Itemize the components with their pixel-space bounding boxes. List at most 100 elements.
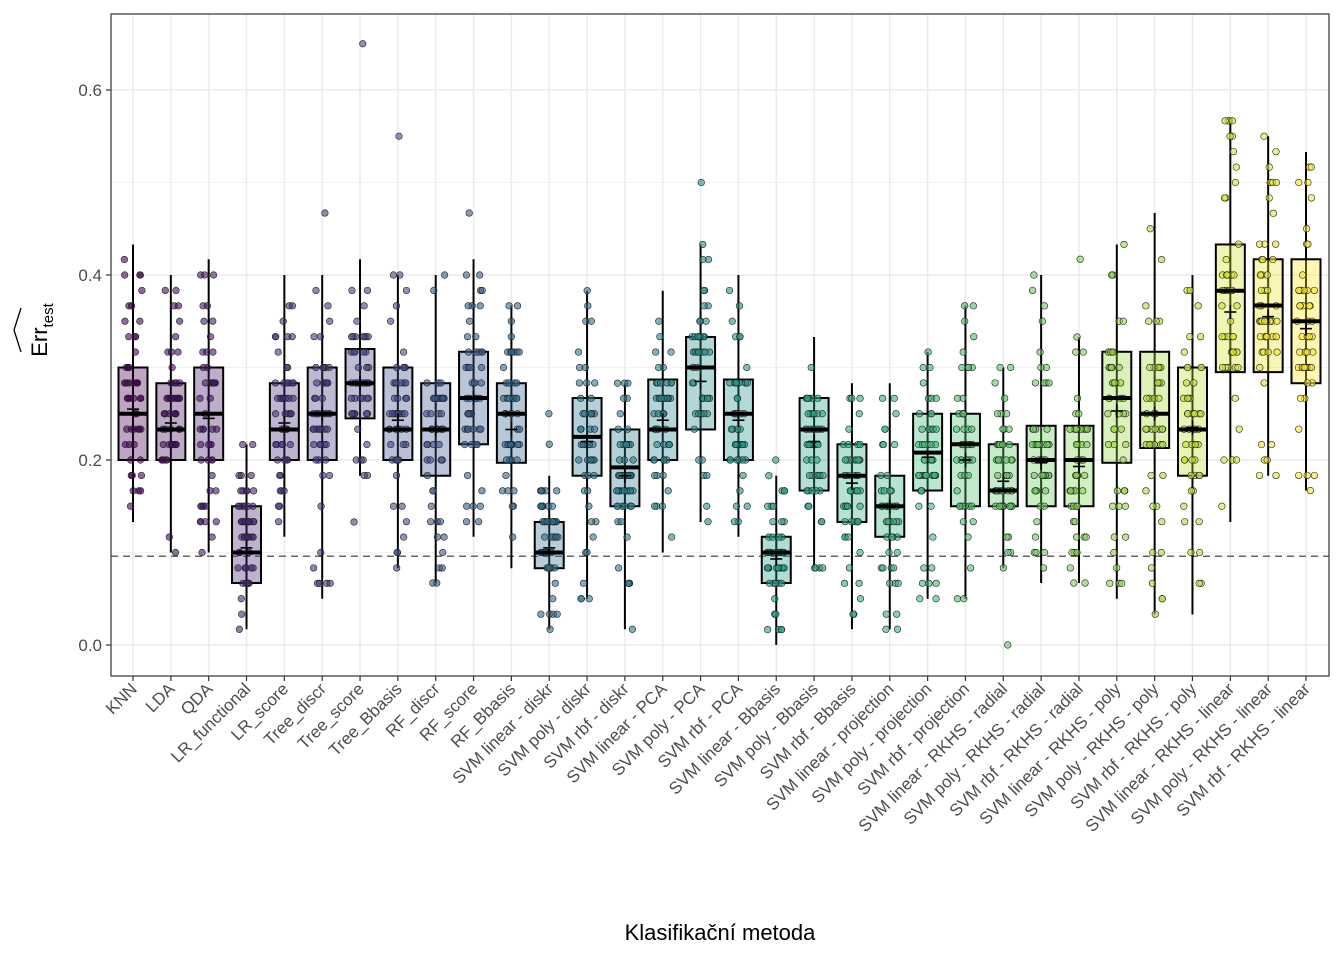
data-point <box>765 472 773 480</box>
data-point <box>1158 595 1166 603</box>
data-point <box>509 533 517 541</box>
data-point <box>126 502 135 510</box>
data-point <box>1310 471 1319 480</box>
data-point <box>354 363 363 372</box>
data-point <box>699 240 707 249</box>
data-point <box>393 564 401 572</box>
data-point <box>771 579 780 587</box>
data-point <box>613 502 621 510</box>
data-point <box>469 425 477 433</box>
data-point <box>1032 548 1040 557</box>
data-point <box>168 394 176 402</box>
data-point <box>271 410 280 418</box>
data-point <box>235 471 243 480</box>
data-point <box>464 410 472 418</box>
data-point <box>964 471 972 480</box>
data-point <box>477 379 485 387</box>
data-point <box>1007 363 1015 372</box>
data-point <box>664 487 672 495</box>
data-point <box>1256 271 1264 279</box>
data-point <box>1109 348 1117 356</box>
data-point <box>439 394 447 402</box>
data-point <box>844 440 853 449</box>
data-point <box>952 425 961 433</box>
data-point <box>1188 456 1196 464</box>
data-point <box>1264 348 1272 356</box>
data-point <box>402 518 411 526</box>
data-point <box>995 502 1004 510</box>
data-point <box>1115 363 1123 372</box>
data-point <box>1195 579 1203 587</box>
data-point <box>273 456 282 464</box>
data-point <box>928 564 936 572</box>
data-point <box>235 625 243 633</box>
data-point <box>818 518 826 526</box>
data-point <box>1220 194 1229 202</box>
data-point <box>1295 471 1303 480</box>
data-point <box>137 394 145 402</box>
data-point <box>1104 410 1112 418</box>
data-point <box>241 564 250 572</box>
data-point <box>168 363 176 372</box>
data-point <box>1083 425 1092 433</box>
data-point <box>615 456 624 464</box>
data-point <box>994 471 1002 480</box>
data-point <box>1005 425 1013 433</box>
data-point <box>574 348 583 356</box>
data-point <box>855 410 863 418</box>
data-point <box>1295 286 1303 295</box>
data-point <box>854 518 862 526</box>
data-point <box>1038 471 1046 480</box>
data-point <box>137 471 146 480</box>
data-point <box>927 410 936 418</box>
data-point <box>285 302 293 310</box>
data-point <box>1229 333 1237 341</box>
data-point <box>1146 440 1154 449</box>
data-point <box>959 410 967 418</box>
data-point <box>249 440 257 449</box>
data-point <box>1197 410 1205 418</box>
data-point <box>1158 255 1166 264</box>
data-point <box>1121 502 1129 510</box>
data-point <box>1196 471 1204 480</box>
data-point <box>350 348 358 356</box>
data-point <box>514 440 522 449</box>
data-point <box>1260 132 1268 140</box>
data-point <box>1155 394 1163 402</box>
data-point <box>919 363 927 372</box>
data-point <box>1154 363 1163 372</box>
data-point <box>893 625 902 633</box>
data-point <box>1149 548 1157 557</box>
data-point <box>1001 394 1009 402</box>
data-point <box>389 502 398 510</box>
data-point <box>617 518 625 526</box>
data-point <box>360 302 368 310</box>
data-point <box>743 363 751 372</box>
data-point <box>1146 363 1154 372</box>
data-point <box>1147 564 1156 572</box>
data-point <box>171 548 180 557</box>
data-point <box>845 564 854 572</box>
data-point <box>440 271 449 279</box>
data-point <box>1228 117 1236 125</box>
data-point <box>271 333 280 341</box>
data-point <box>959 348 967 356</box>
data-point <box>916 595 924 603</box>
data-point <box>469 502 477 510</box>
data-point <box>239 440 247 449</box>
data-point <box>1296 302 1304 310</box>
data-point <box>130 440 138 449</box>
data-point <box>206 333 215 341</box>
data-point <box>1218 333 1226 341</box>
data-point <box>464 302 472 310</box>
box-0 <box>117 244 149 522</box>
data-point <box>656 333 664 341</box>
data-point <box>1295 425 1303 433</box>
data-point <box>398 502 406 510</box>
data-point <box>700 410 708 418</box>
data-point <box>1071 518 1079 526</box>
data-point <box>959 518 968 526</box>
data-point <box>170 302 178 310</box>
data-point <box>579 579 588 587</box>
data-point <box>553 487 561 495</box>
